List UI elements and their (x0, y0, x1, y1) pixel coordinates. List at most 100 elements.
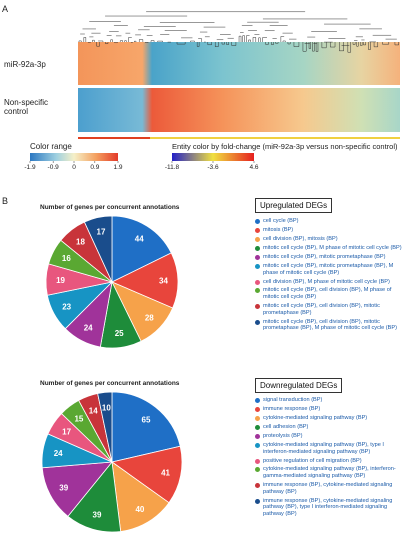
legend-item: positive regulation of cell migration (B… (255, 458, 405, 465)
legend-label: mitotic cell cycle (BP), mitotic prometa… (263, 253, 386, 260)
pie-slice (111, 461, 170, 532)
chart-title: Number of genes per concurrent annotatio… (40, 204, 180, 211)
legend-swatch (255, 279, 260, 285)
legend-swatch (255, 442, 260, 448)
legend-item: cell adhesion (BP) (255, 424, 405, 431)
pie-slice (111, 215, 172, 283)
legend-swatch (255, 398, 260, 403)
slice-label: 10 (102, 404, 111, 413)
slice-label: 39 (93, 510, 102, 519)
legend-title: Downregulated DEGs (255, 378, 343, 393)
slice-label: 25 (115, 329, 124, 338)
legend-label: mitotic cell cycle (BP), mitotic prometa… (263, 262, 394, 276)
legend-item: signal transduction (BP) (255, 397, 405, 404)
pie-slice (41, 461, 113, 517)
tick-label: -0.9 (48, 164, 60, 171)
legend-item: cell division (BP), M phase of mitotic c… (255, 279, 405, 286)
legend-title: Upregulated DEGs (255, 198, 333, 213)
legend-title: Entity color by fold-change (miR-92a-3p … (172, 142, 398, 151)
tick-label: -3.6 (207, 164, 219, 171)
slice-label: 34 (159, 277, 168, 286)
legend-swatch (255, 406, 260, 412)
legend-label: mitotic cell cycle (BP), M phase of mito… (263, 244, 402, 251)
legend-item: cytokine-mediated signaling pathway (BP)… (255, 442, 405, 455)
legend-swatch (255, 263, 260, 269)
legend-swatch (255, 433, 260, 439)
legend-swatch (255, 304, 260, 310)
pie-slice (67, 461, 122, 533)
pie-slice (111, 445, 183, 504)
legend-label: cell adhesion (BP) (263, 423, 309, 430)
tick-label: -1.9 (24, 164, 36, 171)
legend-label: cell division (BP), mitosis (BP) (263, 235, 338, 242)
legend: cell cycle (BP) mitosis (BP) cell division… (255, 218, 405, 334)
legend-item: cytokine-mediated signaling pathway (BP)… (255, 466, 405, 479)
legend: signal transduction (BP) immune response … (255, 397, 405, 520)
slice-label: 15 (74, 415, 83, 424)
tick-label: 0.9 (90, 164, 99, 171)
slice-label: 17 (97, 228, 106, 237)
legend-label: mitotic cell cycle (BP), cell division (… (263, 287, 392, 301)
legend-item: cell division (BP), mitosis (BP) (255, 236, 405, 243)
legend-swatch (255, 483, 260, 489)
legend-label: immune response (BP), cytokine-mediated … (263, 497, 393, 517)
legend-label: cell cycle (BP) (263, 218, 299, 224)
legend-swatch (255, 219, 260, 224)
slice-label: 16 (62, 254, 71, 263)
slice-label: 65 (142, 415, 151, 424)
slice-label: 28 (145, 313, 154, 322)
slice-label: 44 (135, 234, 144, 243)
legend-item: mitotic cell cycle (BP), cell division (… (255, 319, 405, 332)
tick-label: 1.9 (113, 164, 122, 171)
legend-item: immune response (BP), cytokine-mediated … (255, 482, 405, 495)
legend-title: Color range (30, 142, 72, 151)
legend-item: cell cycle (BP) (255, 218, 405, 225)
pie-slice (111, 391, 181, 463)
slice-label: 18 (76, 237, 85, 246)
legend-item: mitotic cell cycle (BP), cell division (… (255, 303, 405, 316)
pie-slice (83, 215, 113, 283)
legend-item: mitotic cell cycle (BP), M phase of mito… (255, 245, 405, 252)
legend-label: mitotic cell cycle (BP), cell division (… (263, 318, 397, 332)
heatmap-row (78, 42, 400, 85)
pie-slice (97, 391, 113, 463)
dendrogram (78, 11, 399, 53)
row-label: Non-specific control (4, 98, 49, 116)
fold-change-bar (172, 153, 254, 161)
tick-label: -11.8 (165, 164, 180, 171)
legend-label: cytokine-mediated signaling pathway (BP) (263, 414, 368, 421)
legend-swatch (255, 236, 260, 242)
row-label: miR-92a-3p (4, 60, 46, 69)
legend-item: proteolysis (BP) (255, 433, 405, 440)
cluster-bar (78, 137, 150, 139)
legend-label: immune response (BP), cytokine-mediated … (263, 482, 393, 495)
legend-label: cell division (BP), M phase of mitotic c… (263, 278, 390, 285)
legend-swatch (255, 288, 260, 294)
slice-label: 17 (62, 428, 71, 437)
legend-label: immune response (BP) (263, 405, 321, 412)
legend-label: mitotic cell cycle (BP), cell division (… (263, 303, 380, 316)
legend-label: proteolysis (BP) (263, 432, 303, 439)
panel-label: B (2, 196, 9, 206)
legend-swatch (255, 245, 260, 251)
legend-swatch (255, 498, 260, 504)
legend-item: cytokine-mediated signaling pathway (BP) (255, 415, 405, 422)
legend-item: mitosis (BP) (255, 227, 405, 234)
legend-item: immune response (BP) (255, 406, 405, 413)
chart-title: Number of genes per concurrent annotatio… (40, 380, 180, 387)
legend-item: mitotic cell cycle (BP), mitotic prometa… (255, 263, 405, 276)
heatmap-row (78, 88, 400, 132)
legend-swatch (255, 458, 260, 464)
slice-label: 41 (161, 469, 170, 478)
legend-swatch (255, 254, 260, 260)
legend-swatch (255, 467, 260, 473)
legend-swatch (255, 415, 260, 421)
tick-label: 0 (72, 164, 76, 171)
cluster-bar (150, 137, 400, 139)
tick-label: 4.6 (249, 164, 258, 171)
legend-swatch (255, 424, 260, 430)
legend-label: mitosis (BP) (263, 226, 294, 233)
color-range-bar (30, 153, 118, 161)
